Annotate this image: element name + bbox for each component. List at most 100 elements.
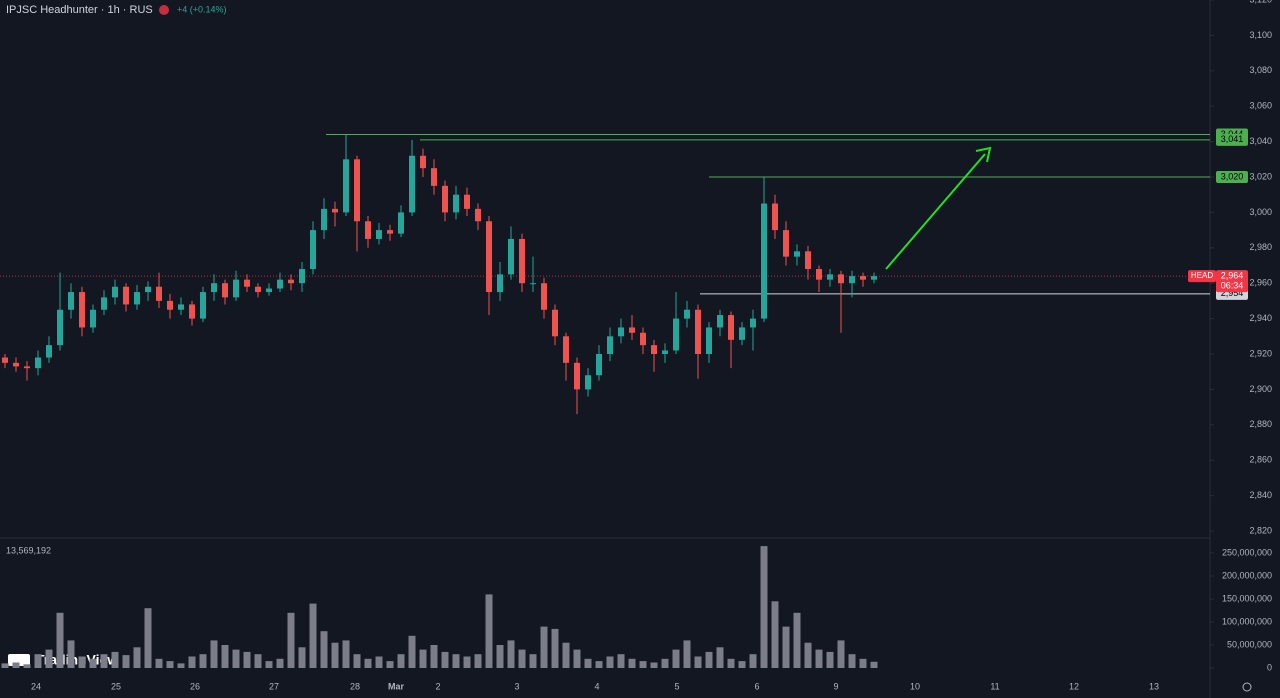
volume-bar (309, 603, 317, 668)
volume-bar (45, 649, 53, 668)
candle-body (596, 354, 602, 376)
y-tick-label: 2,960 (1249, 278, 1272, 288)
candle-body (277, 279, 283, 289)
candle-body (24, 366, 30, 369)
volume-bar (364, 658, 372, 668)
volume-bar (419, 649, 427, 668)
candle-body (266, 288, 272, 293)
volume-bar (760, 546, 768, 668)
volume-bar (133, 647, 141, 668)
candle-body (178, 304, 184, 310)
candle-body (497, 274, 503, 293)
volume-bar (529, 654, 537, 668)
volume-bar (694, 656, 702, 668)
candle-body (772, 203, 778, 231)
candle-body (860, 276, 866, 280)
x-tick-label: 9 (833, 681, 838, 691)
volume-bar (100, 654, 108, 668)
y-tick-label: 3,020 (1249, 171, 1272, 181)
y-tick-label: 2,980 (1249, 242, 1272, 252)
volume-bar (254, 654, 262, 668)
symbol-title: IPJSC Headhunter · 1h · RUS (6, 4, 153, 16)
volume-bar (155, 658, 163, 668)
candle-body (739, 327, 745, 340)
y-tick-label: 3,100 (1249, 30, 1272, 40)
candle-body (68, 292, 74, 310)
candle-body (761, 203, 767, 319)
volume-bar (771, 601, 779, 668)
volume-bar (23, 664, 31, 668)
volume-bar (298, 647, 306, 668)
candle-body (343, 159, 349, 213)
x-tick-label: 12 (1069, 681, 1079, 691)
settings-button[interactable] (1242, 682, 1252, 692)
y-tick-label: 3,060 (1249, 101, 1272, 111)
y-tick-label: 3,120 (1249, 0, 1272, 4)
forecast-arrow (885, 146, 992, 270)
level-label: 3,041 (1221, 134, 1244, 144)
volume-bar (441, 651, 449, 668)
volume-bar (353, 654, 361, 668)
volume-bar (837, 640, 845, 668)
volume-bar (661, 658, 669, 668)
candle-body (618, 327, 624, 337)
candle-body (134, 292, 140, 305)
candle-body (156, 286, 162, 301)
y-tick-label: 2,840 (1249, 490, 1272, 500)
candle-body (750, 318, 756, 328)
candle-body (717, 315, 723, 328)
volume-bar (78, 656, 86, 668)
candle-body (46, 345, 52, 358)
candle-body (2, 357, 8, 363)
last-price-tag (1216, 270, 1248, 293)
volume-bar (386, 661, 394, 668)
volume-bar (672, 649, 680, 668)
y-tick-label: 2,920 (1249, 348, 1272, 358)
volume-bar (815, 649, 823, 668)
candle-body (585, 375, 591, 390)
volume-bar (540, 626, 548, 668)
volume-tick-label: 150,000,000 (1222, 593, 1272, 603)
candle-body (123, 286, 129, 305)
flag-icon (159, 5, 169, 15)
volume-bar (56, 612, 64, 668)
volume-bar (111, 651, 119, 668)
volume-bar (375, 656, 383, 668)
candle-body (354, 159, 360, 222)
volume-bar (397, 654, 405, 668)
volume-tick-label: 250,000,000 (1222, 547, 1272, 557)
candle-body (387, 230, 393, 234)
volume-bar (749, 654, 757, 668)
x-tick-label: Mar (388, 681, 405, 691)
volume-bar (265, 661, 273, 668)
y-tick-label: 2,880 (1249, 419, 1272, 429)
candle-body (651, 345, 657, 354)
volume-bar (782, 626, 790, 668)
volume-bar (122, 655, 130, 668)
candle-body (233, 279, 239, 298)
volume-bar (210, 640, 218, 668)
volume-bar (496, 645, 504, 668)
y-tick-label: 3,000 (1249, 207, 1272, 217)
candle-body (409, 155, 415, 213)
volume-tick-label: 200,000,000 (1222, 570, 1272, 580)
candle-body (244, 279, 250, 287)
candle-body (464, 194, 470, 209)
candle-body (871, 276, 877, 280)
candle-body (684, 309, 690, 319)
volume-bar (507, 640, 515, 668)
candle-body (453, 194, 459, 213)
volume-tick-label: 100,000,000 (1222, 616, 1272, 626)
last-price-name-tag (1188, 270, 1216, 283)
volume-bar (595, 661, 603, 668)
candle-body (706, 327, 712, 354)
candle-body (695, 309, 701, 354)
candle-body (200, 292, 206, 319)
volume-bar (617, 654, 625, 668)
x-tick-label: 27 (269, 681, 279, 691)
volume-bar (12, 662, 20, 668)
x-tick-label: 3 (514, 681, 519, 691)
candle-body (431, 168, 437, 186)
candle-body (288, 279, 294, 284)
candle-body (563, 336, 569, 363)
